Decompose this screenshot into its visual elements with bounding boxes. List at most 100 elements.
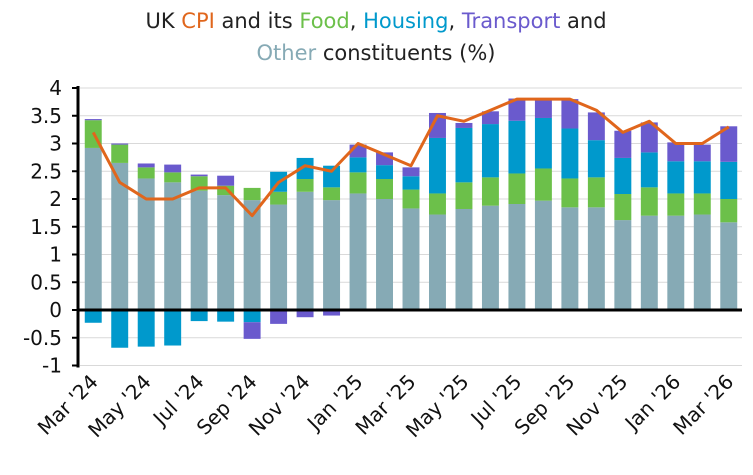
bar-food (455, 182, 473, 209)
bar-housing (614, 157, 632, 195)
bar-housing (84, 310, 102, 323)
bar-housing (137, 310, 155, 347)
y-tick-label: 0.5 (30, 270, 62, 294)
bar-housing (587, 140, 605, 178)
bar-other (243, 200, 261, 310)
bar-housing (667, 161, 685, 194)
title-part: UK (145, 9, 181, 33)
bar-other (296, 191, 314, 310)
y-tick-label: 3.5 (30, 104, 62, 128)
bar-transport (323, 310, 341, 316)
bar-food (720, 199, 738, 223)
bar-other (640, 215, 658, 310)
bar-food (217, 185, 235, 196)
bar-housing (429, 137, 446, 194)
bar-food (693, 193, 711, 215)
bar-housing (481, 124, 499, 178)
bar-housing (349, 157, 367, 173)
bar-transport (137, 163, 155, 168)
title-part: Other (257, 41, 317, 65)
bar-other (693, 214, 711, 310)
bar-other (614, 220, 632, 310)
bar-transport (217, 175, 235, 186)
bar-food (376, 179, 393, 199)
bar-other (349, 193, 367, 310)
bar-other (190, 190, 208, 310)
bar-transport (296, 310, 314, 318)
y-tick-label: 2.5 (30, 159, 62, 183)
bar-housing (720, 161, 738, 199)
title-part: and (560, 9, 606, 33)
bar-housing (561, 128, 579, 179)
title-part: Food (299, 9, 349, 33)
bar-food (429, 193, 446, 215)
bar-food (534, 168, 552, 201)
bar-food (402, 189, 420, 209)
bar-transport (190, 174, 208, 177)
bar-housing (296, 157, 314, 180)
axes (72, 86, 742, 368)
bar-food (561, 178, 579, 208)
bar-other (508, 203, 526, 310)
bar-other (84, 147, 102, 310)
bar-food (164, 172, 182, 183)
bar-transport (455, 122, 473, 128)
bar-other (455, 208, 473, 310)
bar-transport (270, 310, 288, 324)
bar-housing (534, 117, 552, 169)
y-tick-label: 0 (49, 298, 62, 322)
bar-housing (243, 310, 261, 323)
bar-food (614, 194, 632, 221)
bar-food (508, 173, 526, 204)
bar-food (111, 144, 129, 163)
bar-transport (508, 98, 526, 121)
title-part: CPI (181, 9, 215, 33)
bar-housing (640, 152, 658, 188)
y-tick-label: 1.5 (30, 215, 62, 239)
bar-transport (243, 322, 261, 339)
bar-housing (164, 310, 182, 346)
bar-transport (111, 143, 129, 145)
bar-housing (402, 176, 420, 190)
bar-food (667, 193, 685, 216)
bar-transport (481, 111, 499, 125)
bar-housing (376, 165, 393, 180)
bar-food (481, 177, 499, 206)
title-part: , (350, 9, 363, 33)
bar-other (323, 200, 341, 310)
bar-housing (455, 127, 473, 183)
bar-other (137, 178, 155, 310)
bar-food (137, 167, 155, 179)
bar-housing (111, 310, 129, 348)
bars (84, 97, 738, 348)
bar-other (429, 214, 446, 310)
y-tick-label: 3 (49, 132, 62, 156)
bar-transport (561, 99, 579, 129)
bar-transport (614, 130, 632, 158)
bar-food (349, 172, 367, 194)
bar-food (640, 187, 658, 216)
bar-food (296, 179, 314, 192)
y-tick-label: 2 (49, 187, 62, 211)
y-axis-labels: -1 -0.5 0 0.5 1 1.5 2 2.5 3 3.5 4 (23, 76, 62, 378)
bar-other (587, 207, 605, 310)
bar-transport (402, 167, 420, 177)
bar-transport (667, 142, 685, 162)
bar-other (217, 195, 235, 310)
cpi-line-group (91, 97, 730, 218)
bar-housing (217, 310, 235, 322)
bar-other (270, 204, 288, 310)
bar-transport (587, 112, 605, 141)
y-tick-label: 4 (49, 76, 62, 100)
y-tick-label: -0.5 (23, 326, 62, 350)
bar-food (270, 191, 288, 205)
bar-transport (640, 122, 658, 153)
bar-transport (84, 119, 102, 121)
bar-transport (429, 112, 446, 138)
title-part: Transport (461, 9, 561, 33)
bar-housing (190, 310, 208, 322)
bar-other (402, 208, 420, 310)
bar-other (561, 207, 579, 310)
